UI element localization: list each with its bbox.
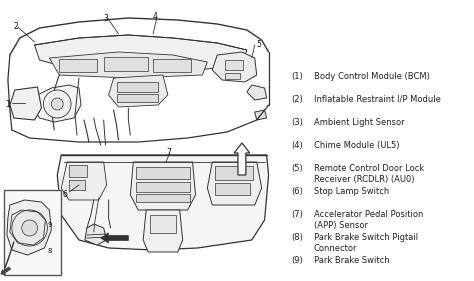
Text: 3: 3	[104, 14, 109, 23]
Polygon shape	[85, 224, 107, 245]
Text: 4: 4	[153, 12, 158, 21]
Bar	[117, 94, 158, 102]
Polygon shape	[7, 200, 51, 255]
Bar	[136, 194, 190, 202]
Bar	[104, 57, 148, 71]
Bar	[215, 183, 250, 195]
Text: Park Brake Switch: Park Brake Switch	[314, 256, 390, 265]
Bar	[225, 73, 240, 79]
Bar	[4, 190, 61, 275]
Polygon shape	[10, 87, 41, 120]
Bar	[225, 60, 243, 70]
Text: Accelerator Pedal Position: Accelerator Pedal Position	[314, 210, 423, 219]
FancyArrow shape	[100, 233, 128, 243]
Polygon shape	[61, 162, 107, 200]
Circle shape	[22, 220, 37, 236]
Text: (8): (8)	[292, 233, 303, 242]
Circle shape	[44, 90, 71, 118]
Text: Chime Module (UL5): Chime Module (UL5)	[314, 141, 400, 150]
Polygon shape	[207, 162, 262, 205]
Bar	[136, 167, 190, 179]
Bar	[69, 165, 87, 177]
Text: (5): (5)	[292, 164, 303, 173]
Text: 9: 9	[47, 222, 52, 228]
FancyArrow shape	[0, 267, 11, 275]
Text: Ambient Light Sensor: Ambient Light Sensor	[314, 118, 405, 127]
Text: Stop Lamp Switch: Stop Lamp Switch	[314, 187, 389, 196]
Polygon shape	[247, 85, 266, 100]
Bar	[153, 59, 191, 72]
Text: (3): (3)	[292, 118, 303, 127]
Circle shape	[12, 210, 47, 246]
Polygon shape	[143, 210, 182, 252]
Text: 8: 8	[47, 248, 52, 254]
Polygon shape	[57, 155, 269, 250]
Text: (9): (9)	[292, 256, 303, 265]
Polygon shape	[32, 85, 81, 122]
Text: Remote Control Door Lock: Remote Control Door Lock	[314, 164, 424, 173]
Text: 6: 6	[62, 190, 67, 199]
Polygon shape	[49, 52, 207, 78]
Bar	[215, 166, 253, 180]
Text: Connector: Connector	[314, 244, 357, 253]
Text: (APP) Sensor: (APP) Sensor	[314, 221, 368, 230]
Bar	[117, 82, 158, 92]
Text: (2): (2)	[292, 95, 303, 104]
Text: 5: 5	[257, 40, 262, 49]
Polygon shape	[212, 52, 257, 82]
Text: (4): (4)	[292, 141, 303, 150]
Text: (6): (6)	[292, 187, 303, 196]
Text: Park Brake Switch Pigtail: Park Brake Switch Pigtail	[314, 233, 418, 242]
Text: Body Control Module (BCM): Body Control Module (BCM)	[314, 72, 430, 81]
Circle shape	[51, 98, 63, 110]
Text: Inflatable Restraint I/P Module: Inflatable Restraint I/P Module	[314, 95, 441, 104]
Bar	[59, 59, 97, 72]
Text: 7: 7	[166, 148, 171, 157]
Polygon shape	[35, 35, 247, 72]
FancyArrow shape	[234, 143, 250, 175]
Bar	[69, 180, 85, 190]
Polygon shape	[109, 75, 168, 107]
Text: Receiver (RCDLR) (AU0): Receiver (RCDLR) (AU0)	[314, 175, 414, 184]
Bar	[136, 182, 190, 192]
Text: 1: 1	[5, 100, 9, 109]
Text: (1): (1)	[292, 72, 303, 81]
Polygon shape	[130, 162, 195, 210]
Polygon shape	[255, 110, 266, 120]
Text: (7): (7)	[292, 210, 303, 219]
Bar	[150, 215, 176, 233]
Text: 2: 2	[14, 22, 18, 31]
